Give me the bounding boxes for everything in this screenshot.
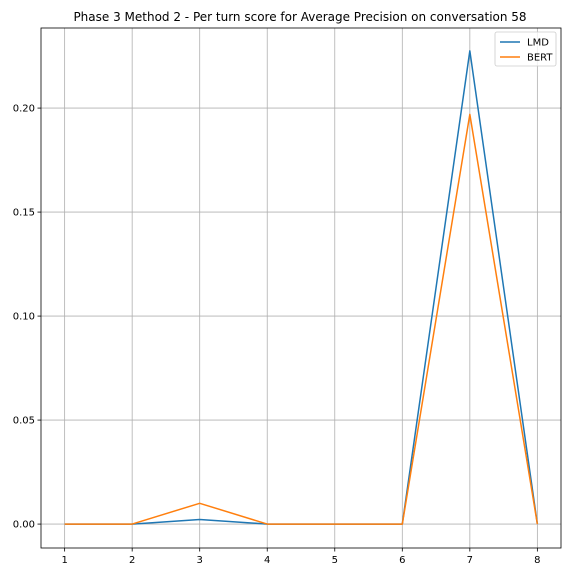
plot-area-frame xyxy=(40,27,562,549)
x-tick-label: 7 xyxy=(467,555,473,566)
grid xyxy=(41,28,561,548)
x-tick-label: 1 xyxy=(61,555,67,566)
x-tick-label: 5 xyxy=(332,555,338,566)
y-tick-label: 0.05 xyxy=(13,416,35,427)
y-tick-label: 0.15 xyxy=(13,208,35,219)
x-tick-label: 6 xyxy=(399,555,405,566)
series-lines xyxy=(64,50,539,525)
x-tick-label: 2 xyxy=(129,555,135,566)
x-tick-label: 3 xyxy=(197,555,203,566)
y-tick-label: 0.00 xyxy=(13,520,35,531)
series-line-bert xyxy=(64,113,539,525)
legend-label-lmd: LMD xyxy=(527,38,549,49)
y-tick-label: 0.10 xyxy=(13,312,35,323)
legend: LMD BERT xyxy=(494,31,557,67)
series-line-lmd xyxy=(64,50,539,525)
x-tick-label: 4 xyxy=(264,555,270,566)
chart-title: Phase 3 Method 2 - Per turn score for Av… xyxy=(73,10,526,24)
legend-label-bert: BERT xyxy=(527,53,553,64)
axis-ticks: 1 2 3 4 5 6 7 8 0.00 0.05 0.10 0.15 0.20 xyxy=(13,104,541,566)
x-tick-label: 8 xyxy=(534,555,540,566)
y-tick-label: 0.20 xyxy=(13,104,35,115)
